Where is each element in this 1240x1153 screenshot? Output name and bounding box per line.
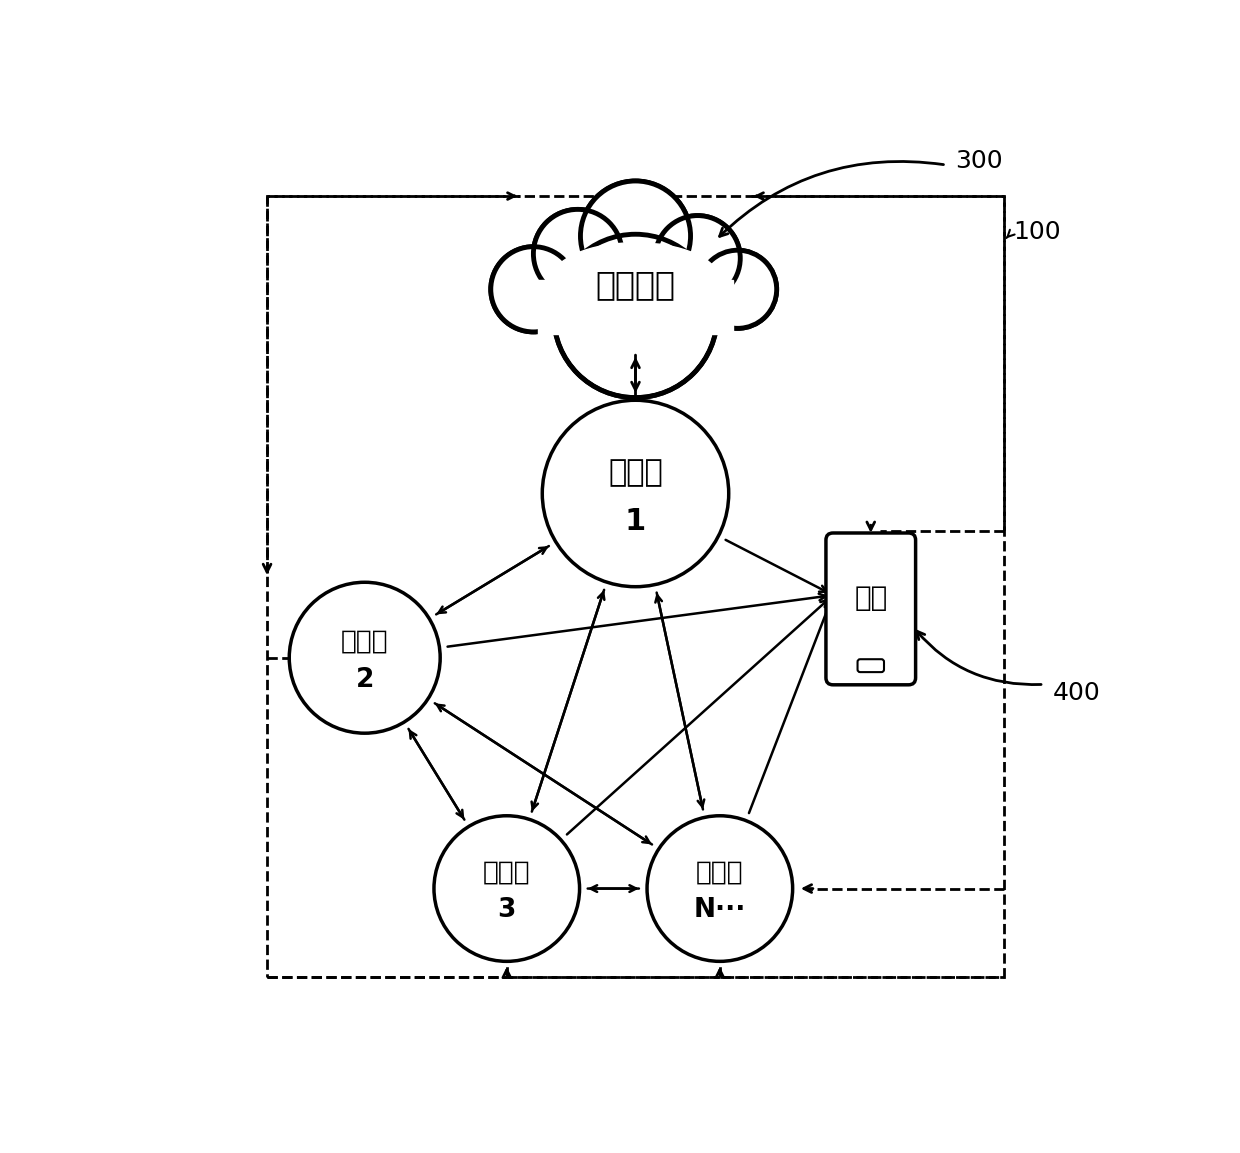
Circle shape [580, 181, 691, 291]
Circle shape [289, 582, 440, 733]
Text: 云服务器: 云服务器 [595, 269, 676, 301]
Text: N···: N··· [693, 897, 746, 924]
Ellipse shape [551, 242, 720, 318]
Circle shape [655, 216, 740, 301]
Bar [267, 196, 1004, 978]
Circle shape [701, 251, 775, 326]
Circle shape [542, 400, 729, 587]
Text: 3: 3 [497, 897, 516, 924]
Ellipse shape [511, 227, 760, 342]
Circle shape [698, 250, 776, 329]
Circle shape [557, 238, 714, 394]
Circle shape [657, 217, 739, 299]
Circle shape [554, 234, 717, 398]
Text: 手机: 手机 [854, 583, 888, 612]
Circle shape [533, 210, 622, 299]
Circle shape [434, 816, 579, 962]
Circle shape [647, 816, 792, 962]
Text: 录音机: 录音机 [608, 459, 663, 488]
Circle shape [536, 211, 620, 296]
Bar [538, 280, 733, 333]
Text: 录音机: 录音机 [696, 859, 744, 886]
Circle shape [492, 248, 574, 330]
Text: 录音机: 录音机 [341, 628, 388, 654]
Text: 2: 2 [356, 668, 374, 693]
Text: 100: 100 [1013, 219, 1060, 243]
Text: 1: 1 [625, 507, 646, 536]
FancyBboxPatch shape [858, 660, 884, 672]
Circle shape [491, 247, 577, 332]
Text: 录音机: 录音机 [482, 859, 531, 886]
Circle shape [583, 183, 688, 289]
Text: 300: 300 [955, 149, 1003, 173]
Text: 400: 400 [1053, 681, 1101, 706]
FancyBboxPatch shape [826, 533, 915, 685]
